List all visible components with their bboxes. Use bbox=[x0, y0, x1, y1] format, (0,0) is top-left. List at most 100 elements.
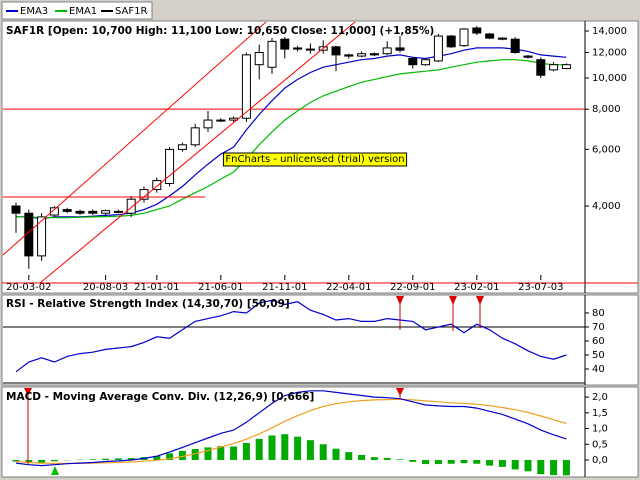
sell-marker bbox=[396, 296, 404, 305]
panel-layer: 4,000 6,000 8,000 10,000 12,000 14,000 20-03-0… bbox=[3, 26, 627, 293]
sell-marker bbox=[449, 296, 457, 305]
histogram-bar bbox=[447, 459, 455, 464]
candle-body bbox=[344, 54, 354, 57]
candle-body bbox=[241, 54, 251, 119]
candle-body bbox=[126, 198, 136, 214]
series-line bbox=[15, 398, 567, 464]
candle-body bbox=[421, 59, 431, 66]
candle-body bbox=[408, 57, 418, 66]
histogram-bar bbox=[204, 447, 212, 460]
x-tick-label: 20-03-02 bbox=[6, 282, 51, 293]
candle-body bbox=[88, 210, 98, 214]
panel-title: MACD - Moving Average Conv. Div. (12,26,… bbox=[6, 391, 314, 403]
histogram-bar bbox=[562, 459, 570, 476]
histogram-bar bbox=[191, 448, 199, 460]
panel-layer: 40 50 60 70 80 bbox=[3, 299, 605, 384]
histogram-bar bbox=[345, 452, 353, 460]
histogram-bar bbox=[230, 446, 238, 460]
candle-body bbox=[152, 180, 162, 191]
candle-body bbox=[203, 119, 213, 129]
candle-body bbox=[267, 40, 277, 68]
panel-title: RSI - Relative Strength Index (14,30,70)… bbox=[6, 298, 290, 310]
histogram-bar bbox=[358, 454, 366, 460]
candle-body bbox=[101, 210, 111, 214]
x-tick-label: 23-07-03 bbox=[518, 282, 563, 293]
y-tick-label: 1,0 bbox=[592, 424, 608, 435]
candle-body bbox=[382, 47, 392, 55]
histogram-bar bbox=[422, 459, 430, 465]
histogram-bar bbox=[38, 459, 46, 463]
trend-line bbox=[2, 21, 267, 256]
watermark-text: FnCharts - unlicensed (trial) version bbox=[225, 154, 404, 165]
histogram-bar bbox=[50, 459, 58, 462]
histogram-bar bbox=[255, 438, 263, 460]
histogram-bar bbox=[306, 440, 314, 460]
series-line bbox=[15, 299, 567, 373]
histogram-bar bbox=[294, 436, 302, 460]
histogram-bar bbox=[511, 459, 519, 470]
series-line bbox=[16, 59, 567, 219]
legend-label: SAF1R bbox=[115, 6, 147, 17]
sell-marker bbox=[24, 388, 32, 396]
y-tick-label: 50 bbox=[592, 350, 605, 361]
y-tick-label: 70 bbox=[592, 322, 605, 333]
annotations bbox=[2, 21, 484, 475]
candle-body bbox=[75, 210, 85, 214]
histogram-bar bbox=[332, 448, 340, 460]
histogram-bar bbox=[281, 434, 289, 460]
candle-body bbox=[216, 119, 226, 122]
trend-line bbox=[39, 21, 356, 284]
candle-body bbox=[280, 38, 290, 50]
watermark: FnCharts - unlicensed (trial) version bbox=[222, 152, 408, 167]
histogram-bar bbox=[498, 459, 506, 467]
y-tick-label: 0,5 bbox=[592, 439, 608, 450]
legend-label: EMA1 bbox=[69, 6, 97, 17]
y-tick-label: 4,000 bbox=[592, 201, 621, 212]
histogram-bar bbox=[102, 458, 110, 460]
histogram-bar bbox=[178, 450, 186, 460]
y-tick-label: 2,0 bbox=[592, 392, 608, 403]
rsi-panel bbox=[1, 294, 639, 386]
candle-body bbox=[11, 205, 21, 214]
chart-title: SAF1R [Open: 10,700 High: 11,100 Low: 10… bbox=[6, 25, 434, 37]
candle-body bbox=[459, 28, 469, 47]
candle-body bbox=[497, 37, 507, 40]
histogram-bar bbox=[12, 459, 20, 462]
candle-body bbox=[485, 33, 495, 39]
histogram-bar bbox=[383, 458, 391, 460]
candle-body bbox=[139, 189, 149, 200]
histogram-bar bbox=[460, 459, 468, 464]
x-tick-label: 22-04-01 bbox=[326, 282, 371, 293]
panel-layer: 0,0 0,5 1,0 1,5 2,0 bbox=[12, 390, 608, 476]
histogram-bar bbox=[153, 455, 161, 460]
histogram-bar bbox=[242, 443, 250, 460]
candle-body bbox=[24, 212, 34, 257]
x-tick-label: 20-08-03 bbox=[83, 282, 128, 293]
y-tick-label: 6,000 bbox=[592, 144, 621, 155]
histogram-bar bbox=[89, 459, 97, 460]
histogram-bar bbox=[166, 453, 174, 460]
histogram-bar bbox=[396, 459, 404, 460]
histogram-bar bbox=[319, 444, 327, 460]
macd-panel bbox=[1, 386, 639, 478]
x-tick-label: 23-02-01 bbox=[454, 282, 499, 293]
y-tick-label: 14,000 bbox=[592, 26, 627, 37]
y-tick-label: 10,000 bbox=[592, 73, 627, 84]
histogram-bar bbox=[524, 459, 532, 472]
histogram-bar bbox=[537, 459, 545, 475]
candle-body bbox=[177, 144, 187, 150]
candle-body bbox=[369, 53, 379, 56]
x-tick-label: 21-11-01 bbox=[262, 282, 307, 293]
candle-body bbox=[305, 48, 315, 51]
y-tick-label: 80 bbox=[592, 308, 605, 319]
candle-body bbox=[37, 216, 47, 257]
series-line bbox=[16, 47, 567, 220]
histogram-bar bbox=[486, 459, 494, 466]
watermark-box bbox=[222, 152, 408, 167]
candle-body bbox=[549, 64, 559, 71]
sell-marker bbox=[476, 296, 484, 305]
x-tick-label: 21-01-01 bbox=[134, 282, 179, 293]
candle-body bbox=[561, 64, 571, 70]
